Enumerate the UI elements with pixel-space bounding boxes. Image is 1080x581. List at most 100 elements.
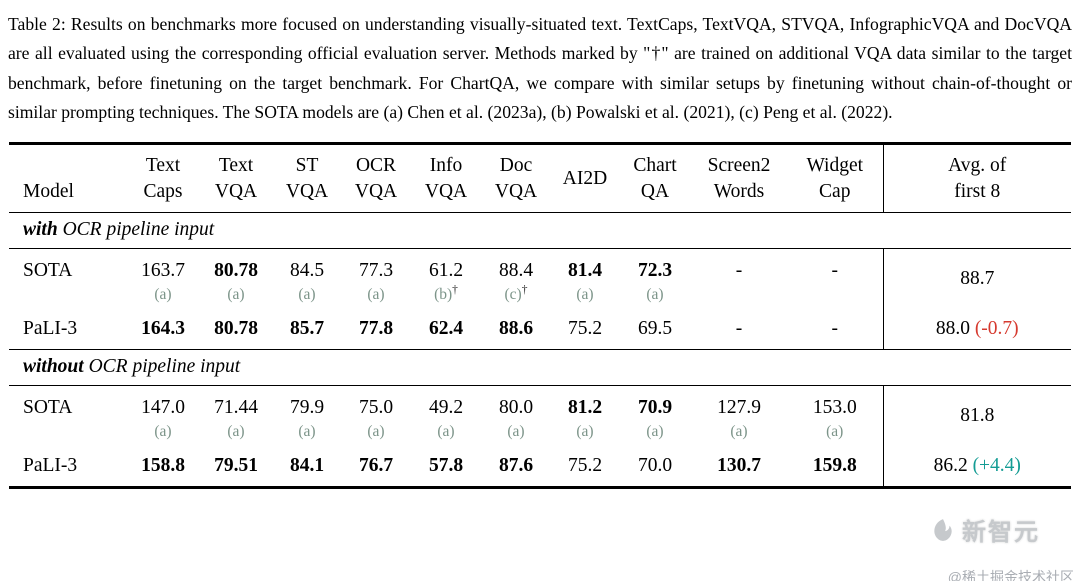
metric-source: (a)	[646, 422, 664, 440]
metric-value: 77.8	[358, 317, 394, 339]
metric-cell: 88.6	[481, 310, 551, 350]
metric-cell: 147.0 (a)	[127, 385, 199, 447]
metric-source: (a)	[646, 285, 664, 303]
metric-source: (a)	[507, 422, 525, 440]
metric-cell: 77.8	[341, 310, 411, 350]
avg-value: 81.8	[960, 405, 995, 427]
metric-value: 76.7	[358, 454, 394, 476]
metric-cell: -	[787, 248, 883, 310]
header-row: Model Text Caps Text VQA ST VQA OCR VQA …	[9, 143, 1071, 213]
metric-cell: 163.7 (a)	[127, 248, 199, 310]
row-pali3-without-ocr: PaLI-3 158.8 79.51 84.1 76.7 57.8 87.6 7…	[9, 446, 1071, 488]
col-header-screen2words: Screen2 Words	[707, 154, 771, 202]
metric-value: 88.4	[498, 259, 534, 281]
metric-cell: 80.78 (a)	[199, 248, 273, 310]
metric-value: 71.44	[214, 396, 258, 418]
metric-cell: 127.9 (a)	[691, 385, 787, 447]
metric-cell: 88.4 (c)†	[481, 248, 551, 310]
avg-delta: (-0.7)	[974, 318, 1019, 340]
metric-cell: -	[787, 310, 883, 350]
metric-cell: 62.4	[411, 310, 481, 350]
section-title-text: with OCR pipeline input	[9, 212, 1071, 248]
metric-value: 130.7	[717, 454, 761, 476]
avg-cell: 88.7	[882, 248, 1071, 310]
metric-value: 81.2	[567, 396, 603, 418]
metric-cell: 57.8	[411, 447, 481, 488]
watermark-logo-icon	[934, 518, 952, 541]
metric-value: 85.7	[289, 317, 325, 339]
col-header-docvqa: Doc VQA	[494, 154, 538, 202]
metric-cell: 159.8	[787, 447, 883, 488]
metric-value: 72.3	[637, 259, 673, 281]
row-pali3-with-ocr: PaLI-3 164.3 80.78 85.7 77.8 62.4 88.6 7…	[9, 309, 1071, 350]
model-name: SOTA	[23, 396, 73, 418]
col-header-widgetcap: Widget Cap	[806, 154, 864, 202]
metric-value: 79.51	[214, 454, 258, 476]
metric-cell: 164.3	[127, 310, 199, 350]
metric-value: 80.78	[214, 259, 258, 281]
metric-source: (a)	[227, 422, 245, 440]
model-cell: PaLI-3	[9, 447, 127, 488]
model-cell: SOTA	[9, 248, 127, 310]
metric-source: (b)†	[434, 283, 458, 303]
section-rest: OCR pipeline input	[83, 355, 241, 377]
metric-value: 153.0	[812, 396, 857, 418]
model-name: PaLI-3	[23, 454, 78, 476]
metric-value: 158.8	[141, 454, 185, 476]
metric-cell: 72.3 (a)	[619, 248, 691, 310]
metric-value: 79.9	[289, 396, 325, 418]
metric-value: 49.2	[428, 396, 464, 418]
metric-source: (a)	[154, 422, 172, 440]
avg-cell: 81.8	[882, 385, 1071, 447]
metric-value: 69.5	[637, 317, 673, 339]
metric-source: (a)	[367, 422, 385, 440]
metric-cell: 70.0	[619, 447, 691, 488]
section-title-without-ocr: without OCR pipeline input	[9, 349, 1071, 386]
metric-value: 159.8	[812, 454, 857, 476]
metric-value: 61.2	[428, 259, 464, 281]
metric-source: (a)	[826, 422, 844, 440]
section-title-with-ocr: with OCR pipeline input	[9, 212, 1071, 249]
metric-value: -	[735, 317, 743, 339]
metric-cell: 49.2 (a)	[411, 385, 481, 447]
metric-source: (a)	[576, 285, 594, 303]
avg-delta: (+4.4)	[972, 455, 1021, 477]
metric-value: 62.4	[428, 317, 464, 339]
metric-cell: 81.2 (a)	[551, 385, 619, 447]
col-header-model: Model	[23, 180, 74, 202]
metric-cell: 61.2 (b)†	[411, 248, 481, 310]
metric-source: (a)	[437, 422, 455, 440]
metric-value: 75.2	[567, 454, 603, 476]
metric-value: 75.2	[567, 317, 603, 339]
metric-value: 147.0	[141, 396, 185, 418]
col-header-textvqa: Text VQA	[214, 154, 258, 202]
metric-source: (a)	[227, 285, 245, 303]
metric-cell: 87.6	[481, 447, 551, 488]
metric-source: (a)	[576, 422, 594, 440]
metric-value: 75.0	[358, 396, 394, 418]
row-sota-with-ocr: SOTA 163.7 (a) 80.78 (a) 84.5 (a) 77.3 (a) 6…	[9, 248, 1071, 310]
metric-cell: 84.1	[273, 447, 341, 488]
metric-cell: 70.9 (a)	[619, 385, 691, 447]
metric-value: 81.4	[567, 259, 603, 281]
dagger-mark: †	[452, 283, 458, 296]
col-header-ocrvqa: OCR VQA	[354, 154, 398, 202]
metric-source: (a)	[730, 422, 748, 440]
metric-cell: 80.78	[199, 310, 273, 350]
metric-value: 87.6	[498, 454, 534, 476]
metric-source: (a)	[367, 285, 385, 303]
col-header-textcaps: Text Caps	[143, 154, 183, 202]
metric-cell: 130.7	[691, 447, 787, 488]
metric-value: -	[735, 259, 743, 281]
metric-cell: 85.7	[273, 310, 341, 350]
metric-cell: 75.2	[551, 310, 619, 350]
metric-value: 84.5	[289, 259, 325, 281]
metric-value: 84.1	[289, 454, 325, 476]
metric-source: (c)†	[504, 283, 528, 303]
model-cell: PaLI-3	[9, 310, 127, 350]
metric-source: (a)	[154, 285, 172, 303]
metric-cell: 79.9 (a)	[273, 385, 341, 447]
row-sota-without-ocr: SOTA 147.0 (a) 71.44 (a) 79.9 (a) 75.0 (a) 4…	[9, 385, 1071, 447]
avg-value: 86.2	[933, 455, 968, 477]
metric-cell: 81.4 (a)	[551, 248, 619, 310]
